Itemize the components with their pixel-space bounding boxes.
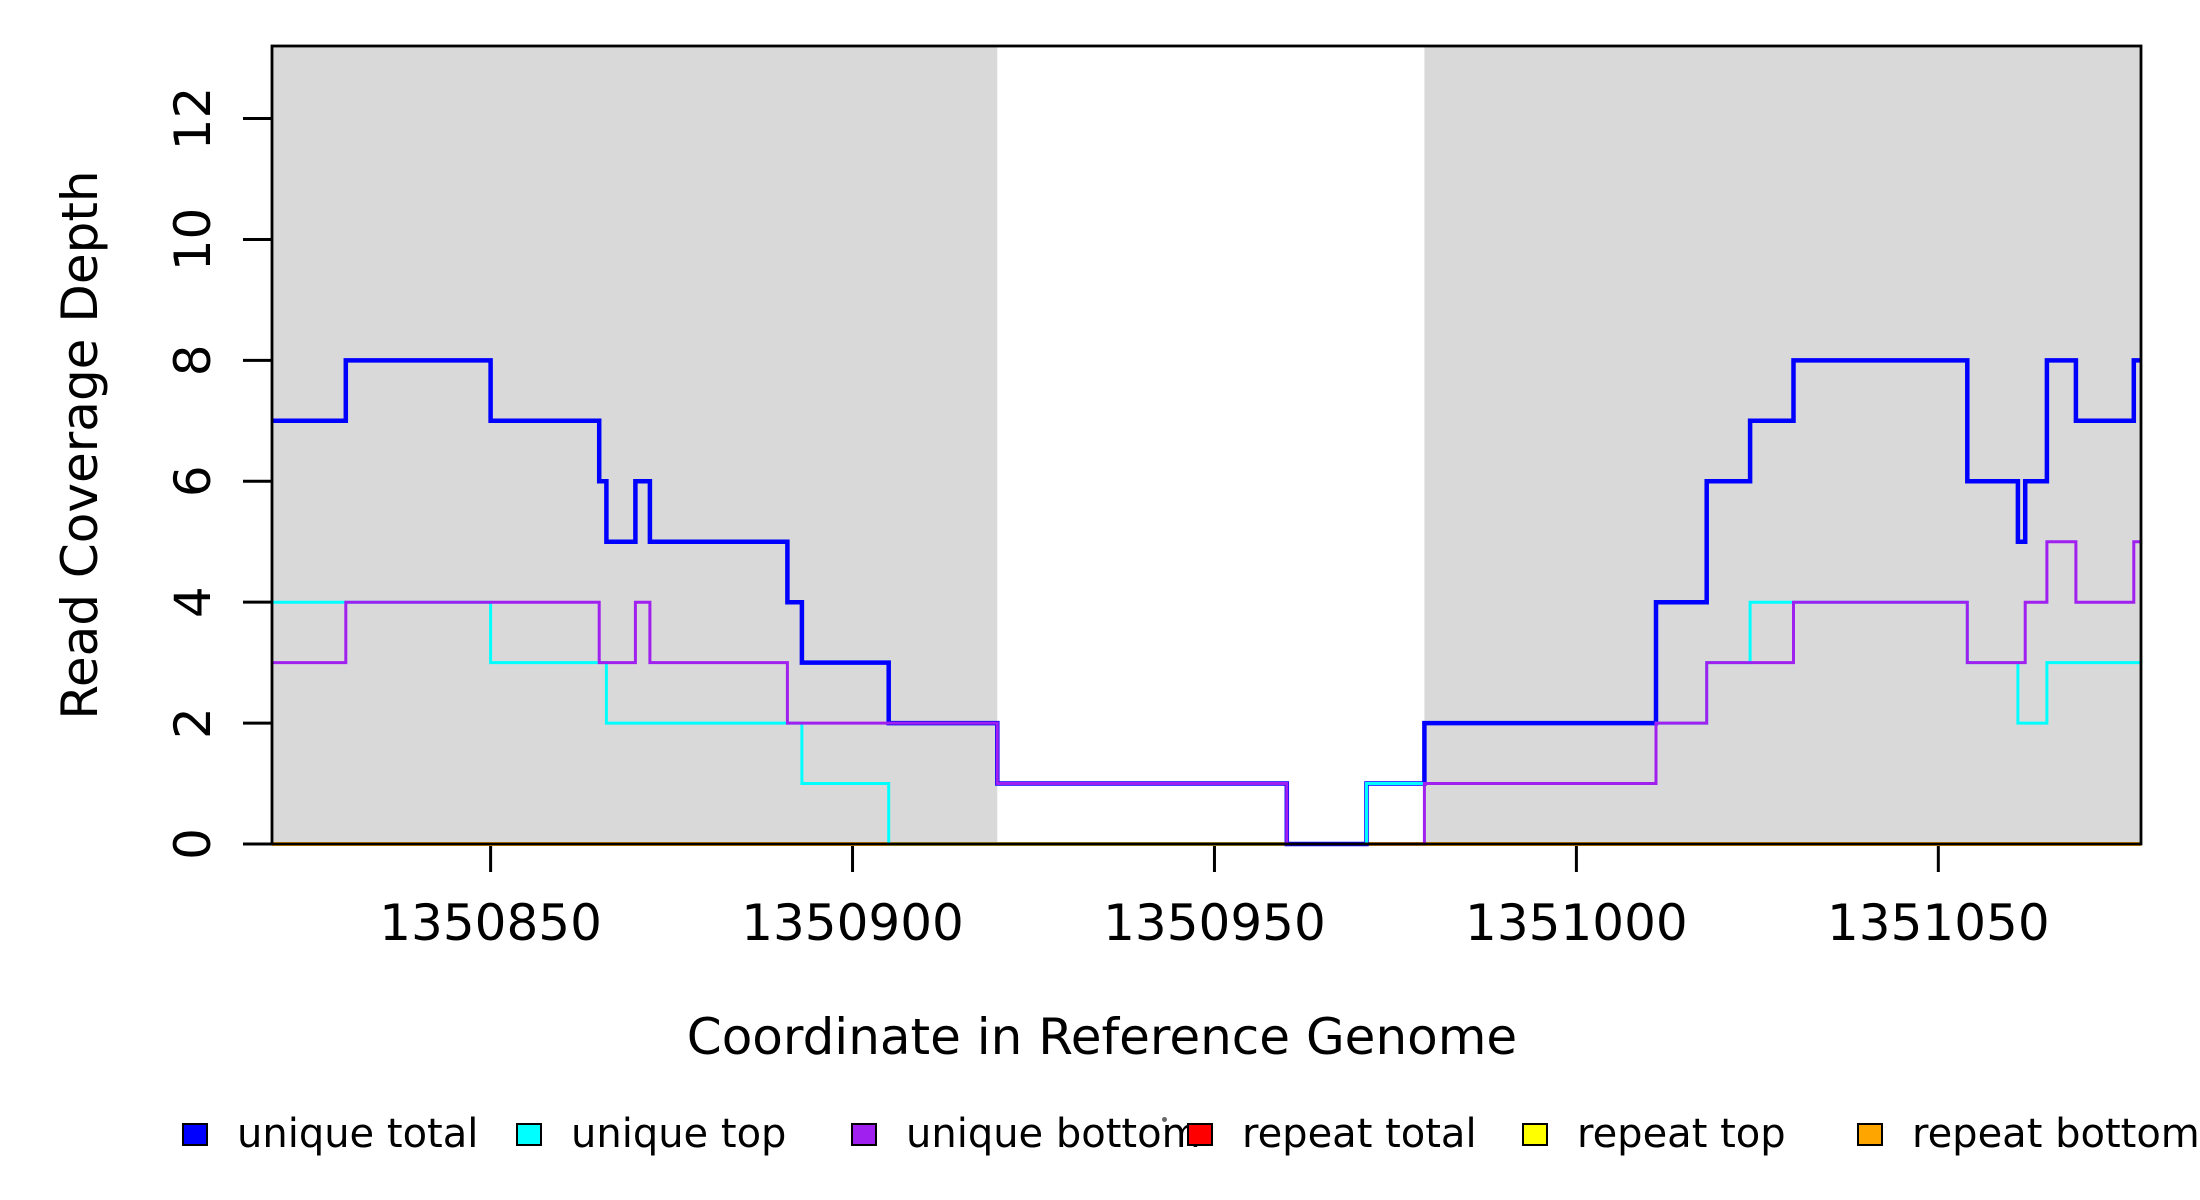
legend-swatch-repeat-total bbox=[1187, 1122, 1213, 1146]
x-tick-label: 1351050 bbox=[1827, 894, 2050, 952]
legend-item-repeat-top: repeat top bbox=[1522, 1114, 1786, 1154]
legend-label-repeat-bottom: repeat bottom bbox=[1912, 1111, 2200, 1157]
legend-label-unique-top: unique top bbox=[571, 1111, 787, 1157]
legend-swatch-unique-top bbox=[516, 1122, 542, 1146]
legend-swatch-unique-bottom bbox=[851, 1122, 877, 1146]
legend-label-repeat-total: repeat total bbox=[1242, 1111, 1477, 1157]
x-axis-title: Coordinate in Reference Genome bbox=[686, 1008, 1518, 1066]
y-tick-label: 8 bbox=[164, 344, 222, 376]
legend-item-unique-bottom: unique bottom bbox=[851, 1114, 1201, 1154]
dot-artifact bbox=[1162, 1117, 1167, 1122]
x-tick-label: 1350950 bbox=[1103, 894, 1326, 952]
legend-item-repeat-bottom: repeat bottom bbox=[1857, 1114, 2200, 1154]
x-tick-label: 1350850 bbox=[379, 894, 602, 952]
legend-item-unique-top: unique top bbox=[516, 1114, 786, 1154]
legend-label-unique-total: unique total bbox=[237, 1111, 479, 1157]
plot-border bbox=[270, 44, 2143, 846]
shaded-region bbox=[272, 46, 998, 844]
shaded-region bbox=[1424, 46, 2141, 844]
legend-label-repeat-top: repeat top bbox=[1577, 1111, 1786, 1157]
legend-item-repeat-total: repeat total bbox=[1187, 1114, 1477, 1154]
y-tick-label: 12 bbox=[164, 87, 222, 151]
legend-swatch-repeat-bottom bbox=[1857, 1122, 1883, 1146]
legend-swatch-repeat-top bbox=[1522, 1122, 1548, 1146]
legend-swatch-unique-total bbox=[182, 1122, 208, 1146]
legend-label-unique-bottom: unique bottom bbox=[906, 1111, 1201, 1157]
y-tick-label: 4 bbox=[164, 586, 222, 618]
y-tick-label: 0 bbox=[164, 828, 222, 860]
y-tick-label: 6 bbox=[164, 465, 222, 497]
y-axis-title: Read Coverage Depth bbox=[51, 170, 109, 720]
series-line-unique-bottom bbox=[272, 540, 2141, 846]
x-tick-label: 1350900 bbox=[741, 894, 964, 952]
x-tick-label: 1351000 bbox=[1465, 894, 1688, 952]
y-tick-label: 2 bbox=[164, 707, 222, 739]
legend-item-unique-total: unique total bbox=[182, 1114, 478, 1154]
y-tick-label: 10 bbox=[164, 208, 222, 272]
